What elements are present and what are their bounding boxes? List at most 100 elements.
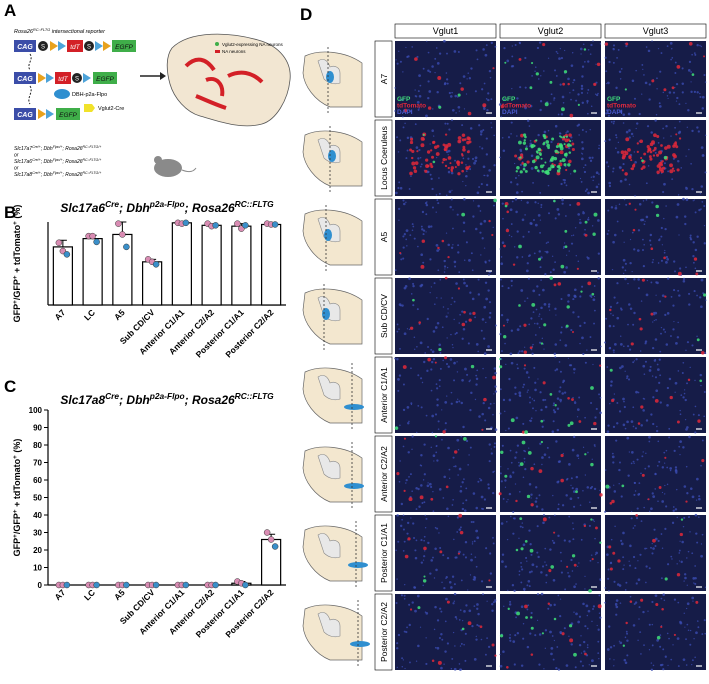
dapi-nucleus — [520, 664, 524, 667]
dapi-nucleus — [443, 475, 446, 479]
dapi-nucleus — [651, 201, 654, 204]
tdtomato-cell — [625, 42, 629, 46]
dapi-nucleus — [414, 89, 416, 91]
dapi-nucleus — [415, 539, 418, 542]
dapi-nucleus — [534, 334, 537, 336]
gfp-cell — [559, 146, 564, 151]
tdtomato-cell — [591, 558, 594, 561]
dapi-nucleus — [643, 506, 646, 509]
tdtomato-cell — [583, 524, 587, 528]
dapi-nucleus — [653, 528, 656, 531]
dapi-nucleus — [626, 632, 629, 635]
gfp-cell — [542, 142, 545, 146]
dapi-nucleus — [592, 40, 594, 42]
dapi-nucleus — [429, 70, 432, 73]
tdtomato-cell — [463, 310, 466, 314]
data-point — [263, 529, 271, 536]
dapi-nucleus — [438, 248, 441, 251]
dapi-nucleus — [539, 231, 542, 234]
dapi-nucleus — [516, 97, 519, 100]
dapi-nucleus — [577, 620, 580, 624]
dapi-nucleus — [699, 193, 702, 195]
dapi-nucleus — [607, 424, 610, 427]
dapi-nucleus — [465, 604, 468, 607]
dapi-nucleus — [654, 376, 658, 379]
dapi-nucleus — [424, 611, 427, 613]
tdtomato-cell — [567, 138, 570, 142]
dapi-nucleus — [686, 602, 690, 606]
dapi-nucleus — [565, 184, 568, 187]
dapi-nucleus — [413, 237, 416, 240]
tdt-box — [55, 72, 71, 84]
dapi-nucleus — [652, 547, 655, 550]
y-tick-label: 70 — [33, 459, 42, 468]
dapi-nucleus — [510, 223, 513, 225]
dapi-nucleus — [562, 381, 565, 384]
gfp-cell — [559, 135, 562, 138]
dapi-nucleus — [676, 516, 678, 519]
dapi-nucleus — [518, 573, 521, 576]
dapi-nucleus — [686, 623, 689, 626]
dapi-nucleus — [538, 41, 542, 44]
dapi-nucleus — [510, 461, 513, 464]
dapi-nucleus — [701, 201, 704, 203]
dapi-nucleus — [597, 219, 600, 222]
dapi-nucleus — [597, 652, 600, 655]
gfp-cell — [463, 437, 467, 441]
dapi-nucleus — [658, 358, 661, 361]
dapi-nucleus — [598, 147, 600, 150]
dapi-nucleus — [573, 505, 576, 508]
tdtomato-cell — [439, 550, 443, 554]
dapi-nucleus — [556, 52, 559, 55]
dapi-nucleus — [464, 509, 467, 512]
dapi-nucleus — [623, 405, 626, 409]
tdtomato-cell — [669, 169, 674, 174]
tdtomato-cell — [553, 531, 556, 534]
dapi-nucleus — [443, 271, 446, 273]
tdtomato-cell — [629, 600, 633, 603]
dapi-nucleus — [436, 404, 439, 407]
dapi-nucleus — [630, 132, 634, 136]
dapi-nucleus — [584, 575, 586, 578]
dapi-nucleus — [467, 589, 469, 591]
tdtomato-cell — [449, 162, 452, 165]
dapi-nucleus — [599, 43, 602, 45]
dapi-nucleus — [573, 79, 576, 82]
dapi-nucleus — [468, 258, 471, 262]
dapi-nucleus — [536, 593, 540, 596]
dapi-nucleus — [416, 308, 419, 311]
dapi-nucleus — [572, 311, 575, 314]
dapi-nucleus — [431, 129, 434, 132]
dapi-nucleus — [523, 461, 526, 463]
dapi-nucleus — [476, 369, 479, 372]
dapi-nucleus — [525, 269, 529, 273]
dapi-nucleus — [494, 371, 497, 375]
dapi-nucleus — [582, 489, 584, 492]
tdtomato-cell — [624, 172, 628, 176]
dapi-nucleus — [692, 255, 695, 258]
dapi-nucleus — [631, 451, 634, 454]
dapi-nucleus — [676, 203, 680, 206]
text-part: or — [14, 153, 19, 159]
text-part: ; Rosa26 — [63, 146, 83, 152]
dapi-nucleus — [694, 379, 696, 382]
dapi-nucleus — [688, 292, 691, 295]
dapi-nucleus — [487, 406, 491, 410]
dapi-nucleus — [627, 112, 631, 116]
dapi-nucleus — [578, 643, 582, 647]
dapi-nucleus — [659, 663, 663, 667]
tdtomato-cell — [687, 378, 691, 382]
superscript: + — [12, 534, 19, 538]
dapi-nucleus — [626, 420, 629, 424]
dapi-nucleus — [650, 546, 652, 549]
dapi-nucleus — [519, 395, 522, 398]
dapi-nucleus — [530, 493, 533, 496]
dapi-nucleus — [531, 398, 534, 400]
gfp-cell — [530, 144, 534, 148]
dapi-nucleus — [488, 301, 491, 304]
micrograph — [500, 199, 601, 275]
dapi-nucleus — [476, 624, 479, 627]
dapi-nucleus — [405, 479, 408, 482]
dapi-nucleus — [614, 602, 618, 606]
dapi-nucleus — [415, 486, 418, 490]
